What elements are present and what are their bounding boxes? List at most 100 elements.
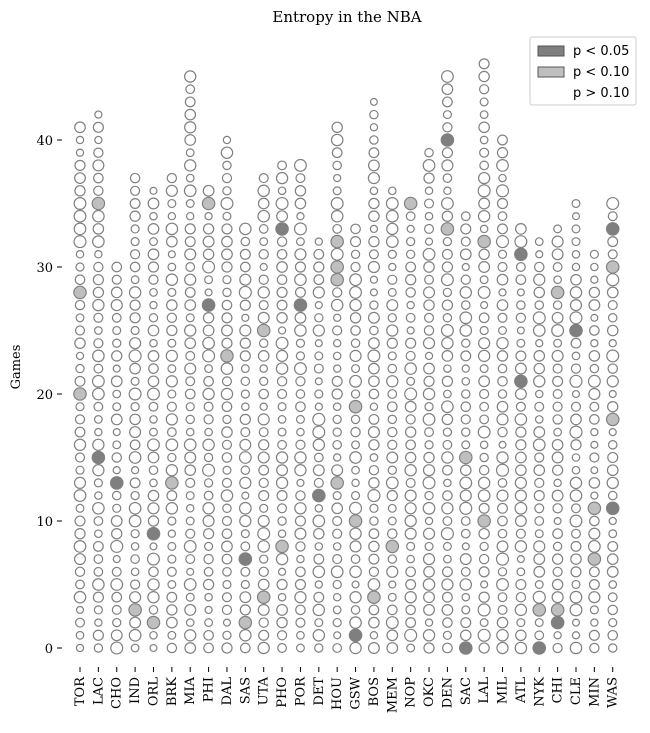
game-dot — [332, 351, 342, 361]
game-dot — [460, 566, 471, 577]
game-dot — [497, 223, 508, 235]
game-dot — [258, 338, 269, 348]
game-dot — [552, 528, 564, 540]
game-dot — [129, 172, 141, 184]
game-dot — [257, 540, 271, 553]
game-dot — [147, 350, 160, 362]
game-dot — [477, 209, 491, 223]
game-dot — [496, 641, 509, 655]
game-dot — [165, 235, 178, 248]
game-dot — [551, 578, 564, 591]
game-dot — [424, 402, 434, 412]
game-dot — [202, 324, 215, 337]
game-dot — [184, 451, 197, 464]
game-dot — [515, 312, 527, 323]
game-dot — [239, 591, 252, 604]
game-dot — [185, 84, 196, 95]
game-dot — [350, 389, 361, 399]
x-axis-ticks: TOR LAC CHO IND ORL BRK MIA PHI DAL SAS UTA PHO POR D… — [73, 667, 621, 713]
game-dot — [588, 299, 601, 312]
game-dot — [314, 580, 324, 589]
game-dot — [239, 604, 251, 616]
game-dot — [533, 375, 546, 388]
game-dot — [259, 376, 269, 386]
game-dot — [165, 413, 179, 426]
game-dot — [129, 439, 141, 451]
game-dot — [112, 466, 121, 475]
game-dot — [460, 516, 471, 526]
game-dot — [349, 540, 362, 553]
game-dot — [149, 415, 158, 424]
game-dot — [571, 465, 581, 475]
game-dot — [423, 642, 435, 654]
game-dot — [570, 273, 582, 286]
game-dot — [588, 477, 601, 489]
game-dot — [422, 413, 436, 426]
game-dot — [569, 514, 583, 528]
game-dot — [387, 592, 397, 602]
game-dot — [422, 337, 436, 350]
game-dot — [387, 439, 398, 450]
game-dot — [74, 414, 86, 425]
game-dot — [111, 490, 122, 501]
game-dot — [332, 439, 343, 450]
game-dot — [607, 249, 618, 260]
game-dot — [442, 439, 453, 450]
y-tick-label: 30 — [36, 261, 53, 276]
game-dot — [221, 401, 233, 413]
game-dot — [184, 388, 196, 400]
game-dot — [73, 590, 87, 604]
game-dot — [256, 590, 271, 604]
game-dot — [185, 414, 195, 425]
x-tick-label: IND — [128, 677, 143, 704]
game-dot — [238, 552, 253, 566]
game-dot — [424, 211, 434, 221]
game-dot — [570, 363, 582, 374]
game-dot — [241, 491, 250, 500]
game-dot — [92, 235, 105, 248]
game-dot — [75, 630, 85, 640]
game-dot — [551, 464, 564, 476]
game-dot — [202, 387, 215, 401]
game-dot — [553, 478, 562, 488]
game-dot — [497, 478, 508, 488]
game-dot — [349, 273, 362, 287]
game-dot — [240, 389, 250, 399]
game-dot — [257, 641, 270, 655]
game-dot — [73, 222, 87, 236]
game-dot — [387, 414, 398, 425]
game-dot — [367, 311, 380, 324]
game-dot — [533, 490, 545, 502]
game-dot — [608, 529, 618, 539]
game-dot — [314, 313, 324, 323]
game-dot — [167, 262, 177, 272]
game-dot — [516, 300, 526, 310]
game-dot — [477, 425, 491, 439]
game-dot — [332, 313, 342, 323]
game-dot — [386, 528, 398, 539]
game-dot — [607, 236, 619, 248]
game-dot — [147, 438, 160, 452]
game-dot — [385, 197, 399, 210]
game-dot — [533, 464, 546, 477]
game-dot — [515, 629, 527, 642]
game-dot — [351, 478, 360, 488]
game-dot — [553, 516, 562, 526]
game-dot — [441, 248, 453, 260]
game-dot — [460, 274, 471, 285]
game-dot — [515, 439, 527, 451]
team-column-sas — [238, 222, 253, 654]
game-dot — [479, 325, 489, 336]
game-dot — [130, 325, 140, 336]
game-dot — [478, 566, 490, 578]
game-dot — [185, 554, 196, 565]
game-dot — [368, 477, 380, 489]
game-dot — [330, 476, 344, 490]
game-dot — [275, 222, 289, 236]
x-tick-label: CHI — [551, 677, 566, 703]
game-dot — [203, 375, 214, 387]
game-dot — [496, 616, 509, 629]
game-dot — [532, 438, 546, 452]
game-dot — [367, 489, 381, 503]
game-dot — [497, 134, 508, 146]
